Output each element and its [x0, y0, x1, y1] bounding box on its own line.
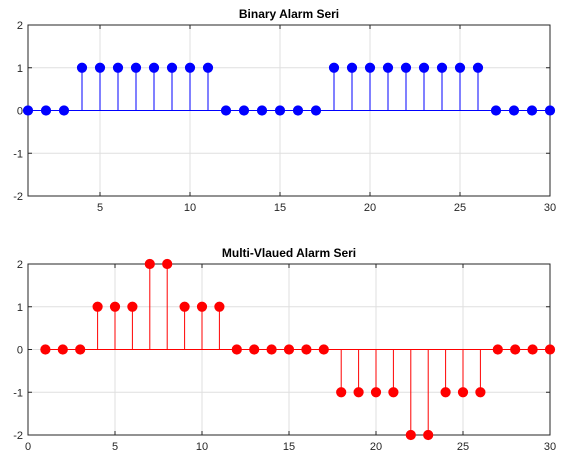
x-tick-label: 5 [97, 202, 103, 214]
y-tick-label: 0 [17, 106, 23, 118]
x-tick-label: 10 [196, 441, 208, 453]
stem-marker [544, 344, 556, 355]
stem-marker [249, 344, 260, 355]
stem-marker [423, 429, 434, 441]
stem-marker [544, 105, 556, 116]
stem-marker [92, 301, 103, 312]
stem-marker [436, 62, 448, 73]
x-tick-label: 15 [283, 441, 295, 453]
stem-marker [527, 344, 538, 355]
stem-marker [418, 62, 430, 73]
stem-marker [346, 62, 358, 73]
stem-marker [40, 105, 52, 116]
stem-marker [301, 344, 312, 355]
y-tick-label: 0 [17, 345, 23, 357]
stem-marker [490, 105, 502, 116]
stem-marker [454, 62, 466, 73]
y-tick-label: 2 [17, 259, 23, 271]
stem-marker [76, 62, 88, 73]
stem-marker [382, 62, 394, 73]
multi-valued-alarm-plot: 0 5 10 15 20 25 30 -2 -1 0 1 2 Multi-Vlaued Alarm Se… [13, 246, 556, 453]
x-tick-label: 30 [544, 202, 556, 214]
stem-marker [370, 387, 382, 398]
stem-marker [475, 387, 486, 398]
x-tick-label: 10 [184, 202, 196, 214]
y-tick-label: 2 [17, 20, 23, 32]
stem-marker [328, 62, 340, 73]
stem-marker [179, 301, 190, 312]
stem-marker [109, 301, 121, 312]
y-tick-label: -2 [13, 191, 23, 203]
stem-marker [57, 344, 68, 355]
stem-marker [22, 105, 34, 116]
stem-marker [94, 62, 106, 73]
stem-marker [184, 62, 196, 73]
chart-title: Binary Alarm Seri [239, 7, 339, 21]
stem-marker [492, 344, 503, 355]
stem-marker [127, 301, 138, 312]
binary-alarm-plot: 5 10 15 20 25 30 -2 -1 0 1 2 Binary Alarm Seri [13, 7, 556, 214]
x-tick-label: 20 [370, 441, 382, 453]
stem-marker [166, 62, 178, 73]
stem-marker [510, 344, 521, 355]
stem-marker [130, 62, 142, 73]
stem-marker [440, 387, 451, 398]
x-tick-label: 30 [544, 441, 556, 453]
stem-marker [256, 105, 268, 116]
stem-marker [214, 301, 225, 312]
stem-marker [231, 344, 242, 355]
stem-marker [353, 387, 364, 398]
stem-marker [202, 62, 214, 73]
y-tick-label: -1 [13, 148, 23, 160]
x-tick-label: 0 [25, 441, 31, 453]
stem-marker [292, 105, 304, 116]
stem-marker [364, 62, 376, 73]
stem-marker [318, 344, 329, 355]
x-tick-label: 5 [112, 441, 118, 453]
stem-marker [58, 105, 70, 116]
y-tick-label: -2 [13, 430, 23, 442]
stem-marker [400, 62, 412, 73]
stem-marker [112, 62, 124, 73]
stem-marker [405, 429, 416, 441]
x-tick-label: 20 [364, 202, 376, 214]
stem-marker [148, 62, 160, 73]
stem-marker [238, 105, 250, 116]
x-tick-label: 15 [274, 202, 286, 214]
stem-marker [457, 387, 469, 398]
stem-marker [526, 105, 538, 116]
stem-marker [162, 258, 173, 270]
stem-marker [266, 344, 277, 355]
stem-marker [472, 62, 484, 73]
stem-marker [40, 344, 51, 355]
stem-marker [220, 105, 232, 116]
y-tick-label: 1 [17, 63, 23, 75]
stem-marker [283, 344, 295, 355]
y-tick-label: 1 [17, 302, 23, 314]
stem-marker [508, 105, 520, 116]
stem-marker [336, 387, 347, 398]
chart-title: Multi-Vlaued Alarm Seri [222, 246, 356, 260]
stem-marker [274, 105, 286, 116]
stem-marker [388, 387, 399, 398]
x-tick-label: 25 [454, 202, 466, 214]
y-tick-label: -1 [13, 387, 23, 399]
stem-marker [196, 301, 208, 312]
stem-marker [144, 258, 155, 270]
stem-marker [310, 105, 322, 116]
x-tick-label: 25 [457, 441, 469, 453]
stem-marker [75, 344, 86, 355]
